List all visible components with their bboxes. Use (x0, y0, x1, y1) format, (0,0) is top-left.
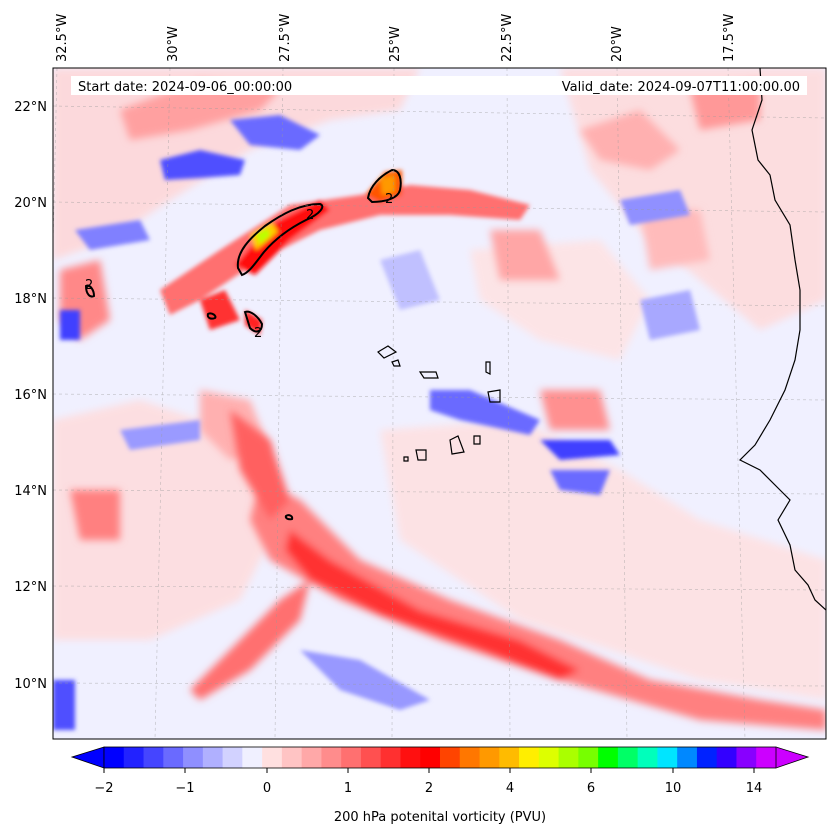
lon-label: 20°W (610, 26, 625, 62)
longitude-labels: 32.5°W 30°W 27.5°W 25°W 22.5°W 20°W 17.5… (55, 14, 737, 62)
colorbar-cell (440, 747, 461, 768)
colorbar-cell (202, 747, 224, 768)
lat-label: 22°N (14, 100, 47, 115)
latitude-labels: 22°N 20°N 18°N 16°N 14°N 12°N 10°N (14, 100, 47, 692)
colorbar-cell (657, 747, 678, 768)
lon-label: 27.5°W (278, 14, 293, 62)
colorbar-max-arrow (775, 746, 810, 769)
colorbar-tick-label: 10 (665, 781, 682, 796)
colorbar-cell (143, 747, 164, 768)
colorbar-title: 200 hPa potenital vorticity (PVU) (334, 810, 546, 825)
colorbar-cell (756, 747, 777, 768)
colorbar-tick-label: 6 (587, 781, 595, 796)
valid-date-label: Valid_date: 2024-09-07T11:00:00.00 (562, 80, 800, 95)
colorbar-cell (400, 747, 421, 768)
lat-label: 16°N (14, 388, 47, 403)
contour-label: 2 (254, 326, 262, 341)
colorbar-tick-label: 0 (263, 781, 271, 796)
colorbar-cell (736, 747, 757, 768)
lat-label: 12°N (14, 580, 47, 595)
colorbar-cell (558, 747, 579, 768)
colorbar-cell (104, 747, 125, 768)
pv-field: 2 2 2 2 (53, 68, 826, 739)
start-date-label: Start date: 2024-09-06_00:00:00 (78, 80, 292, 95)
colorbar-cell (360, 747, 382, 768)
contour-label: 2 (85, 278, 93, 293)
colorbar-cell (519, 747, 540, 768)
colorbar-cell (123, 747, 145, 768)
pv-2-contours (84, 168, 402, 521)
colorbar-cell (677, 747, 698, 768)
lat-label: 20°N (14, 196, 47, 211)
lon-label: 22.5°W (500, 14, 515, 62)
contour-label: 2 (306, 208, 314, 223)
header-box (71, 76, 807, 95)
cape-verde-islands (377, 345, 501, 462)
lon-label: 17.5°W (722, 14, 737, 62)
graticule (53, 68, 826, 739)
map-frame (52, 67, 827, 740)
colorbar-cell (716, 747, 738, 768)
lat-label: 14°N (14, 484, 47, 499)
colorbar-cell (420, 747, 441, 768)
colorbar-cell (380, 747, 402, 768)
colorbar-cell (479, 747, 500, 768)
contour-labels: 2 2 2 2 (85, 192, 393, 341)
colorbar-cell (637, 747, 659, 768)
colorbar-tick-label: 4 (506, 781, 514, 796)
colorbar-tick-label: 2 (425, 781, 433, 796)
colorbar-cell (183, 747, 204, 768)
lon-label: 30°W (166, 26, 181, 62)
colorbar-tick-label: −2 (94, 781, 113, 796)
africa-coastline (738, 68, 826, 611)
colorbar-tick-label: −1 (175, 781, 194, 796)
colorbar-cell (538, 747, 560, 768)
colorbar-tick-label: 1 (344, 781, 352, 796)
colorbar-cell (499, 747, 520, 768)
contour-label: 2 (385, 192, 393, 207)
colorbar-cell (281, 747, 303, 768)
colorbar-cell (163, 747, 184, 768)
colorbar-cell (301, 747, 323, 768)
colorbar-cell (341, 747, 362, 768)
colorbar-cell (696, 747, 718, 768)
colorbar-min-arrow (70, 746, 105, 769)
colorbar-cell (459, 747, 481, 768)
colorbar-cell (262, 747, 283, 768)
colorbar: −2 −1 0 1 2 4 6 10 14 200 hPa potenital vorticit… (70, 746, 810, 825)
colorbar-frame (103, 746, 777, 769)
colorbar-cell (578, 747, 599, 768)
lon-label: 32.5°W (55, 14, 70, 62)
colorbar-cell (222, 747, 243, 768)
colorbar-cell (321, 747, 342, 768)
colorbar-cell (242, 747, 263, 768)
colorbar-cell (617, 747, 639, 768)
lon-label: 25°W (388, 26, 403, 62)
lat-label: 18°N (14, 292, 47, 307)
colorbar-tick-label: 14 (746, 781, 763, 796)
lat-label: 10°N (14, 677, 47, 692)
colorbar-cell (598, 747, 619, 768)
